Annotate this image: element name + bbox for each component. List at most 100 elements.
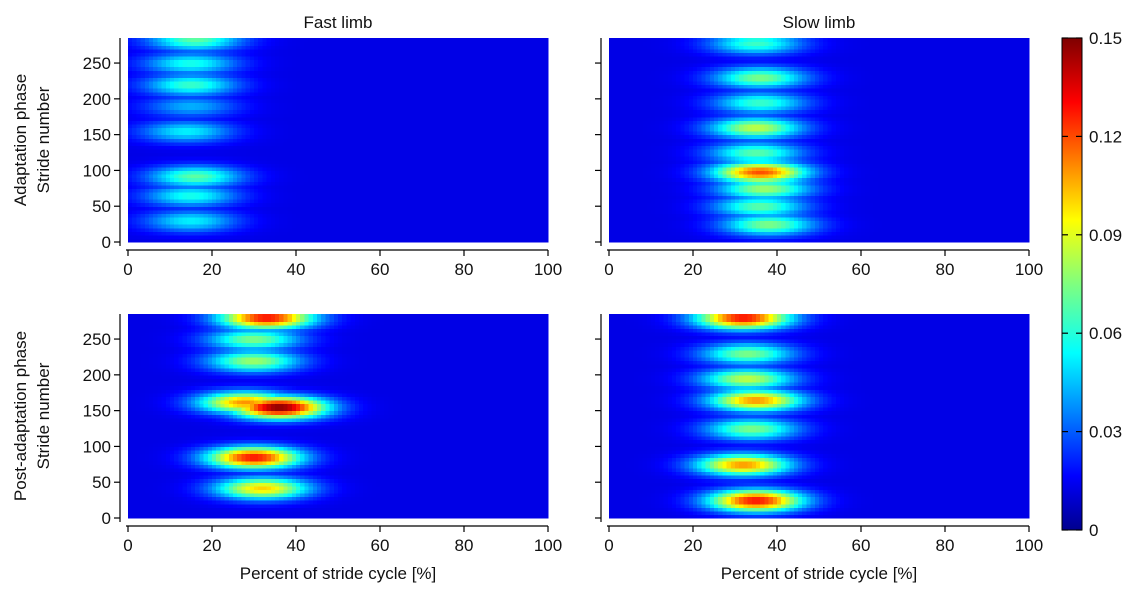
heatmap-cell [417, 163, 423, 168]
heatmap-cell [522, 102, 528, 107]
heatmap-cell [157, 127, 163, 132]
heatmap-cell [308, 73, 314, 78]
heatmap-cell [464, 238, 469, 243]
heatmap-cell [522, 227, 528, 232]
heatmap-cell [308, 102, 314, 107]
heatmap-cell [405, 238, 410, 243]
heatmap-cell [304, 70, 310, 75]
heatmap-cell [128, 216, 133, 222]
heatmap-cell [241, 91, 247, 96]
heatmap-cell [258, 199, 263, 204]
heatmap-cell [384, 188, 389, 193]
heatmap-cell [485, 95, 490, 100]
heatmap-cell [262, 113, 268, 118]
heatmap-cell [144, 113, 150, 118]
heatmap-cell [258, 231, 263, 236]
heatmap-cell [480, 66, 486, 71]
heatmap-cell [161, 91, 167, 96]
heatmap-cell [506, 188, 511, 193]
heatmap-cell [186, 152, 192, 157]
heatmap-cell [149, 156, 154, 161]
heatmap-cell [291, 120, 297, 125]
heatmap-cell [493, 152, 499, 157]
heatmap-cell [480, 181, 486, 186]
heatmap-cell [476, 177, 482, 182]
heatmap-cell [195, 138, 200, 143]
heatmap-cell [426, 98, 431, 104]
heatmap-cell [266, 134, 272, 139]
heatmap-cell [254, 98, 259, 104]
heatmap-cell [464, 174, 469, 179]
heatmap-cell [182, 73, 188, 78]
heatmap-cell [413, 170, 419, 175]
heatmap-cell [329, 163, 335, 168]
heatmap-cell [312, 116, 318, 121]
heatmap-cell [186, 73, 192, 78]
heatmap-cell [207, 70, 213, 75]
heatmap-cell [228, 159, 234, 164]
heatmap-cell [443, 195, 448, 200]
heatmap-cell [430, 73, 436, 78]
heatmap-cell [527, 145, 532, 150]
heatmap-cell [354, 195, 360, 200]
heatmap-cell [354, 109, 360, 114]
heatmap-cell [342, 191, 347, 197]
heatmap-cell [522, 166, 528, 172]
heatmap-cell [237, 231, 242, 236]
heatmap-cell [245, 120, 251, 125]
heatmap-cell [518, 109, 524, 114]
heatmap-cell [518, 174, 524, 179]
heatmap-cell [413, 106, 419, 111]
heatmap-cell [241, 152, 247, 157]
heatmap-cell [317, 70, 322, 75]
heatmap-cell [426, 88, 431, 93]
heatmap-cell [178, 138, 184, 143]
heatmap-cell [396, 116, 402, 121]
heatmap-cell [321, 238, 326, 243]
heatmap-cell [233, 131, 238, 136]
heatmap-cell [325, 116, 331, 121]
heatmap-cell [472, 98, 478, 104]
heatmap-cell [228, 166, 234, 172]
heatmap-cell [350, 181, 356, 186]
heatmap-cell [447, 148, 452, 154]
heatmap-cell [254, 166, 259, 172]
heatmap-cell [212, 195, 217, 200]
heatmap-cell [422, 231, 427, 236]
heatmap-cell [233, 213, 238, 218]
heatmap-cell [258, 163, 263, 168]
heatmap-cell [501, 181, 507, 186]
heatmap-cell [287, 206, 293, 211]
heatmap-cell [165, 113, 171, 118]
heatmap-cell [304, 227, 310, 232]
heatmap-cell [270, 166, 276, 172]
heatmap-cell [136, 70, 142, 75]
heatmap-cell [438, 231, 444, 236]
heatmap-cell [191, 116, 196, 121]
heatmap-cell [422, 227, 427, 232]
heatmap-cell [199, 184, 205, 189]
heatmap-cell [485, 199, 490, 204]
heatmap-cell [153, 148, 158, 154]
heatmap-cell [392, 166, 398, 172]
heatmap-cell [186, 88, 192, 93]
heatmap-cell [476, 181, 482, 186]
heatmap-cell [157, 113, 163, 118]
heatmap-cell [207, 113, 213, 118]
heatmap-cell [527, 184, 532, 189]
heatmap-cell [195, 213, 200, 218]
heatmap-cell [279, 127, 284, 132]
heatmap-cell [472, 177, 478, 182]
heatmap-cell [287, 102, 293, 107]
heatmap-cell [350, 63, 356, 68]
heatmap-cell [501, 109, 507, 114]
heatmap-cell [165, 184, 171, 189]
heatmap-cell [304, 156, 310, 161]
heatmap-cell [275, 120, 280, 125]
heatmap-cell [375, 188, 381, 193]
heatmap-cell [497, 138, 503, 143]
heatmap-cell [375, 163, 381, 168]
heatmap-cell [333, 195, 339, 200]
heatmap-cell [258, 80, 263, 86]
heatmap-cell [443, 84, 448, 89]
